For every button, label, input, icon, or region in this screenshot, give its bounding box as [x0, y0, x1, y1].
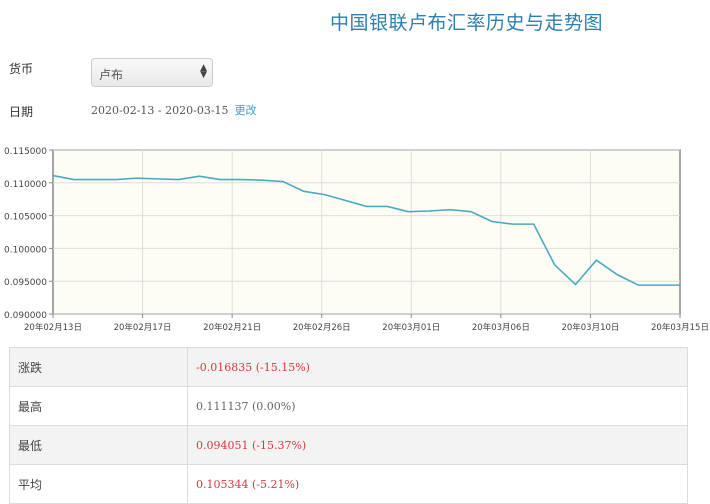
plot-area	[53, 150, 680, 314]
page-title: 中国银联卢布汇率历史与走势图	[330, 8, 603, 35]
select-arrows-icon: ▲▼	[200, 65, 207, 79]
stat-value: -0.016835 (-15.15%)	[188, 348, 688, 387]
x-tick-label: 20年02月21日	[203, 322, 261, 333]
x-tick-label: 20年02月13日	[24, 322, 82, 333]
date-label: 日期	[9, 103, 33, 120]
stat-value: 0.105344 (-5.21%)	[188, 465, 688, 504]
change-date-link[interactable]: 更改	[235, 104, 257, 117]
x-tick-label: 20年02月17日	[114, 322, 172, 333]
date-range-text: 2020-02-13 - 2020-03-15	[91, 104, 229, 117]
x-tick-label: 20年03月01日	[382, 322, 440, 333]
currency-label: 货币	[9, 60, 33, 77]
x-tick-label: 20年03月06日	[472, 322, 530, 333]
stat-value: 0.111137 (0.00%)	[188, 387, 688, 426]
currency-select-value: 卢布	[99, 68, 123, 82]
date-range: 2020-02-13 - 2020-03-15 更改	[91, 102, 257, 118]
stat-label: 涨跌	[10, 348, 188, 387]
stat-value: 0.094051 (-15.37%)	[188, 426, 688, 465]
x-tick-label: 20年03月10日	[561, 322, 619, 333]
stats-row-change: 涨跌-0.016835 (-15.15%)	[10, 348, 688, 387]
stat-label: 平均	[10, 465, 188, 504]
y-tick-label: 0.090000	[4, 311, 47, 321]
stat-label: 最低	[10, 426, 188, 465]
y-tick-label: 0.110000	[4, 180, 47, 190]
rate-line-chart: 0.115000 0.110000 0.105000 0.100000 0.095000…	[0, 140, 710, 340]
y-tick-label: 0.095000	[4, 278, 47, 288]
x-tick-label: 20年03月15日	[651, 322, 709, 333]
y-tick-label: 0.105000	[4, 213, 47, 223]
y-tick-label: 0.100000	[4, 245, 47, 255]
currency-select[interactable]: 卢布 ▲▼	[91, 58, 213, 87]
y-tick-label: 0.115000	[4, 147, 47, 157]
x-tick-label: 20年02月26日	[293, 322, 351, 333]
stat-label: 最高	[10, 387, 188, 426]
